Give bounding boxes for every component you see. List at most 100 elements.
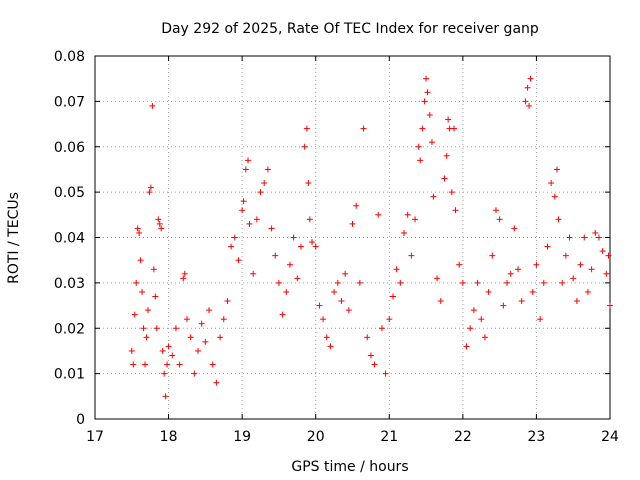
scatter-point bbox=[367, 352, 374, 359]
plot-area-frame bbox=[94, 55, 611, 420]
scatter-point bbox=[209, 361, 216, 368]
scatter-point bbox=[467, 325, 474, 332]
scatter-point bbox=[428, 139, 435, 146]
scatter-point bbox=[181, 270, 188, 277]
scatter-point bbox=[147, 184, 154, 191]
scatter-point bbox=[504, 279, 510, 286]
scatter-point bbox=[526, 102, 533, 109]
scatter-point bbox=[544, 243, 551, 250]
x-tick-label: 19 bbox=[233, 429, 251, 445]
scatter-point bbox=[537, 316, 544, 323]
scatter-point bbox=[220, 316, 227, 323]
scatter-point bbox=[474, 279, 481, 286]
scatter-point bbox=[554, 166, 561, 173]
scatter-point bbox=[371, 361, 378, 368]
scatter-point bbox=[240, 198, 247, 205]
chart-title: Day 292 of 2025, Rate Of TEC Index for r… bbox=[161, 21, 539, 37]
scatter-point bbox=[496, 216, 503, 223]
scatter-point bbox=[562, 252, 569, 259]
scatter-point bbox=[364, 334, 371, 341]
scatter-point bbox=[389, 293, 396, 300]
scatter-point bbox=[445, 116, 452, 123]
scatter-point bbox=[309, 239, 316, 246]
scatter-point bbox=[360, 125, 367, 132]
scatter-point bbox=[452, 207, 459, 214]
scatter-point bbox=[397, 279, 404, 286]
y-axis-label: ROTI / TECUs bbox=[6, 192, 22, 284]
scatter-point bbox=[353, 202, 360, 209]
y-tick-label: 0.08 bbox=[54, 49, 85, 65]
scatter-point bbox=[140, 325, 147, 332]
scatter-point bbox=[142, 361, 149, 368]
scatter-point bbox=[153, 325, 160, 332]
scatter-point bbox=[191, 370, 198, 377]
scatter-point bbox=[378, 325, 385, 332]
scatter-point bbox=[412, 216, 419, 223]
scatter-point bbox=[159, 347, 166, 354]
y-tick-label: 0.01 bbox=[54, 367, 85, 383]
scatter-point bbox=[228, 243, 235, 250]
scatter-point bbox=[128, 347, 135, 354]
y-tick-label: 0 bbox=[76, 412, 85, 428]
scatter-point bbox=[172, 325, 179, 332]
scatter-point bbox=[164, 361, 171, 368]
scatter-point bbox=[144, 307, 151, 314]
scatter-point bbox=[423, 75, 430, 82]
scatter-point bbox=[551, 193, 558, 200]
scatter-point bbox=[500, 302, 507, 309]
scatter-point bbox=[441, 175, 448, 182]
scatter-point bbox=[320, 316, 327, 323]
scatter-point bbox=[202, 338, 209, 345]
scatter-point bbox=[603, 270, 610, 277]
scatter-point bbox=[599, 248, 606, 255]
scatter-point bbox=[268, 225, 275, 232]
scatter-point bbox=[426, 111, 433, 118]
scatter-point bbox=[451, 125, 458, 132]
scatter-point bbox=[305, 180, 312, 187]
scatter-point bbox=[149, 102, 156, 109]
scatter-point bbox=[283, 288, 290, 295]
scatter-point bbox=[156, 220, 163, 227]
scatter-point bbox=[327, 343, 334, 350]
scatter-point bbox=[592, 229, 599, 236]
scatter-point bbox=[146, 189, 153, 196]
scatter-point bbox=[180, 275, 187, 282]
scatter-point bbox=[375, 211, 382, 218]
scatter-point bbox=[605, 252, 612, 259]
scatter-point bbox=[338, 298, 345, 305]
scatter-point bbox=[424, 89, 431, 96]
scatter-point bbox=[261, 180, 268, 187]
x-tick-label: 23 bbox=[528, 429, 546, 445]
scatter-point bbox=[463, 343, 470, 350]
scatter-point bbox=[485, 288, 492, 295]
scatter-point bbox=[246, 220, 253, 227]
x-tick-label: 24 bbox=[601, 429, 619, 445]
scatter-point bbox=[430, 193, 437, 200]
scatter-point bbox=[331, 288, 338, 295]
scatter-point bbox=[272, 252, 279, 259]
scatter-point bbox=[349, 220, 356, 227]
scatter-point bbox=[356, 279, 363, 286]
scatter-point bbox=[478, 316, 485, 323]
scatter-point bbox=[448, 189, 455, 196]
scatter-point bbox=[408, 252, 415, 259]
scatter-point bbox=[434, 275, 441, 282]
x-axis-label: GPS time / hours bbox=[291, 459, 408, 475]
scatter-point bbox=[573, 298, 580, 305]
scatter-point bbox=[323, 334, 330, 341]
scatter-point bbox=[515, 266, 522, 273]
scatter-point bbox=[165, 343, 172, 350]
scatter-point bbox=[161, 370, 168, 377]
scatter-point bbox=[533, 261, 540, 268]
scatter-point bbox=[419, 125, 426, 132]
scatter-point bbox=[404, 211, 411, 218]
scatter-point bbox=[566, 234, 573, 241]
scatter-point bbox=[393, 266, 400, 273]
scatter-point bbox=[239, 207, 246, 214]
grid-lines bbox=[95, 56, 610, 419]
scatter-point bbox=[150, 266, 157, 273]
scatter-point bbox=[152, 293, 159, 300]
scatter-point bbox=[136, 229, 143, 236]
scatter-point bbox=[456, 261, 463, 268]
